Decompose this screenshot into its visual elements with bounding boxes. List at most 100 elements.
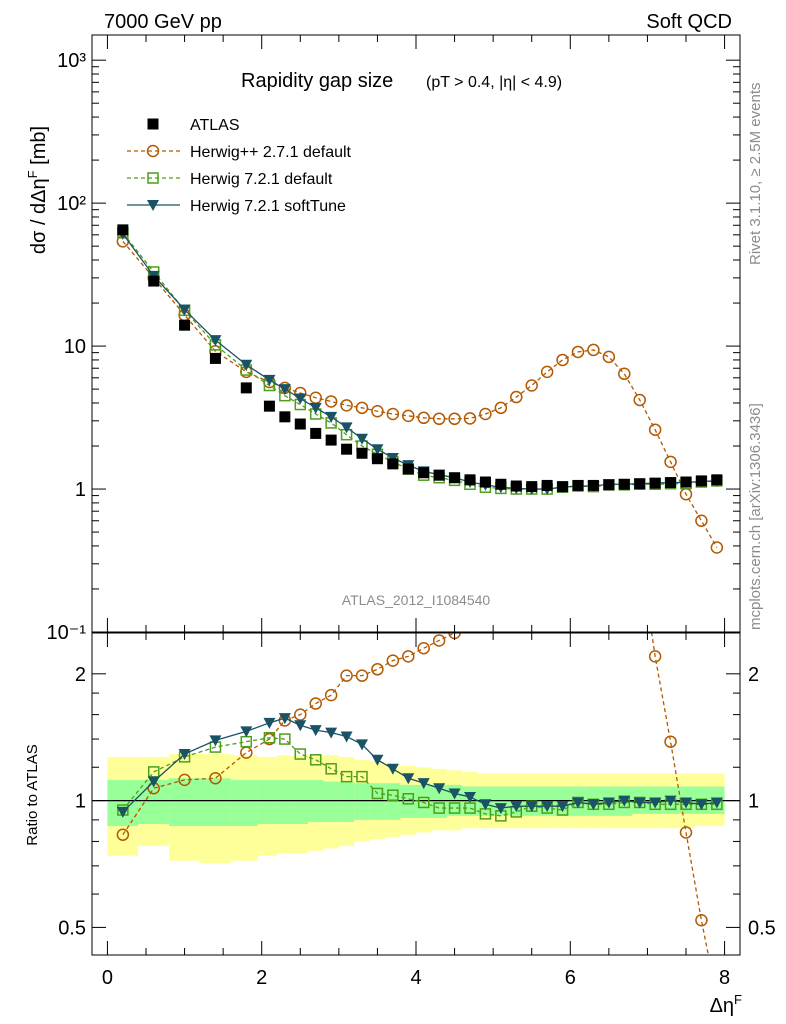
- ratio-point-herwig721: [294, 748, 307, 760]
- ratio-point-softtune: [147, 776, 160, 788]
- ratio-point-softtune: [510, 801, 523, 813]
- ratio-point-softtune: [309, 725, 322, 737]
- ratio-point-herwigpp: [480, 607, 491, 618]
- main-point-herwigpp: [648, 423, 662, 436]
- ratio-plot-data-layer: [92, 397, 740, 955]
- ratio-band-inner: [230, 779, 258, 827]
- ratio-point-herwigpp: [355, 669, 369, 682]
- ratio-band-inner: [169, 778, 200, 827]
- main-point-atlas: [695, 475, 707, 487]
- x-tick-label: 2: [256, 967, 267, 989]
- main-point-herwigpp: [618, 367, 631, 381]
- ratio-point-herwigpp: [695, 913, 708, 927]
- main-point-atlas: [449, 472, 461, 484]
- main-point-softtune: [340, 422, 353, 434]
- main-point-softtune: [371, 444, 384, 456]
- legend-entry-softtune: Herwig 7.2.1 softTune: [127, 198, 346, 215]
- main-point-atlas: [541, 479, 553, 491]
- main-point-atlas: [649, 477, 661, 489]
- main-point-herwigpp: [432, 412, 446, 426]
- ratio-point-softtune: [209, 735, 222, 747]
- legend-marker-softtune: [147, 200, 159, 211]
- ratio-point-herwigpp: [603, 419, 614, 430]
- main-point-atlas: [294, 418, 306, 430]
- y-tick-label: 10: [64, 336, 86, 358]
- ratio-point-herwig721: [340, 770, 353, 783]
- ratio-point-herwigpp: [679, 826, 693, 839]
- ratio-band-inner: [338, 781, 355, 822]
- main-point-atlas: [240, 382, 252, 394]
- ratio-y-tick-label-right: 2: [748, 664, 759, 686]
- main-point-atlas: [510, 480, 522, 492]
- ratio-band-inner: [431, 784, 447, 818]
- main-point-herwigpp: [463, 412, 477, 425]
- legend-label-softtune: Herwig 7.2.1 softTune: [190, 198, 346, 215]
- plot-title: Rapidity gap size: [241, 70, 393, 92]
- ratio-point-herwigpp: [664, 735, 677, 748]
- ratio-point-herwig721: [279, 733, 291, 745]
- ratio-point-softtune: [178, 749, 191, 761]
- main-point-atlas: [618, 478, 630, 490]
- ratio-band-inner: [107, 779, 139, 827]
- main-point-atlas: [495, 478, 507, 490]
- main-plot-data-layer: [116, 224, 724, 554]
- ratio-point-herwigpp: [648, 650, 662, 663]
- ratio-point-herwigpp: [294, 708, 307, 721]
- ratio-point-herwig721: [309, 754, 322, 766]
- main-point-softtune: [263, 374, 276, 386]
- ratio-point-herwigpp: [371, 663, 384, 676]
- main-point-atlas: [179, 319, 191, 331]
- ratio-point-softtune: [464, 791, 476, 803]
- ratio-point-softtune: [433, 783, 446, 795]
- ratio-point-softtune: [602, 797, 615, 809]
- ratio-y-tick-label: 2: [75, 664, 86, 686]
- ratio-series-herwigpp: [116, 397, 709, 955]
- main-series-atlas: [117, 224, 723, 493]
- main-point-softtune: [240, 359, 253, 371]
- ratio-point-softtune: [618, 795, 631, 807]
- ratio-point-herwigpp: [526, 501, 537, 512]
- main-point-herwigpp: [540, 365, 554, 379]
- ratio-band-inner: [200, 778, 231, 827]
- main-point-herwigpp: [479, 407, 492, 421]
- ratio-point-softtune: [525, 801, 538, 813]
- ratio-point-herwig721: [325, 763, 337, 775]
- main-point-herwigpp: [355, 401, 369, 415]
- ratio-y-tick-label-right: 1: [748, 791, 759, 813]
- main-point-herwigpp: [695, 514, 708, 528]
- x-tick-label: 8: [719, 967, 730, 989]
- ratio-point-softtune: [294, 720, 307, 732]
- ratio-point-herwigpp: [340, 669, 353, 682]
- x-tick-label: 6: [565, 967, 576, 989]
- ratio-point-softtune: [402, 773, 415, 785]
- ratio-point-herwigpp: [324, 688, 338, 702]
- ratio-point-herwig721: [371, 787, 384, 800]
- ratio-plot-axes: 0 2 4 6 8 0.5 0.5 1 1 2 2: [58, 633, 776, 989]
- ratio-plot-frame: [91, 632, 741, 956]
- main-plot-frame: [91, 34, 741, 633]
- main-point-atlas: [634, 478, 646, 490]
- ratio-point-herwig721: [387, 789, 399, 801]
- main-point-atlas: [325, 434, 337, 446]
- ratio-point-softtune: [448, 788, 461, 800]
- main-point-atlas: [665, 477, 677, 489]
- ratio-band-inner: [354, 783, 370, 820]
- main-point-softtune: [209, 335, 222, 347]
- ratio-point-herwig721: [356, 770, 368, 783]
- rivet-version-label: Rivet 3.1.10, ≥ 2.5M events: [747, 83, 764, 266]
- ratio-point-herwigpp: [588, 397, 599, 408]
- main-point-softtune: [356, 433, 368, 445]
- main-point-herwigpp: [386, 407, 400, 421]
- ratio-point-softtune: [278, 713, 291, 725]
- ratio-point-softtune: [680, 797, 692, 809]
- ratio-point-softtune: [710, 797, 723, 809]
- y-tick-label: 10⁻¹: [47, 622, 87, 644]
- legend-label-herwigpp: Herwig++ 2.7.1 default: [190, 144, 352, 161]
- main-point-atlas: [603, 479, 615, 491]
- ratio-point-softtune: [116, 806, 129, 818]
- ratio-point-softtune: [541, 801, 554, 813]
- ratio-point-herwigpp: [511, 542, 522, 553]
- legend-label-herwig721: Herwig 7.2.1 default: [190, 171, 333, 188]
- ratio-point-herwig721: [464, 802, 476, 814]
